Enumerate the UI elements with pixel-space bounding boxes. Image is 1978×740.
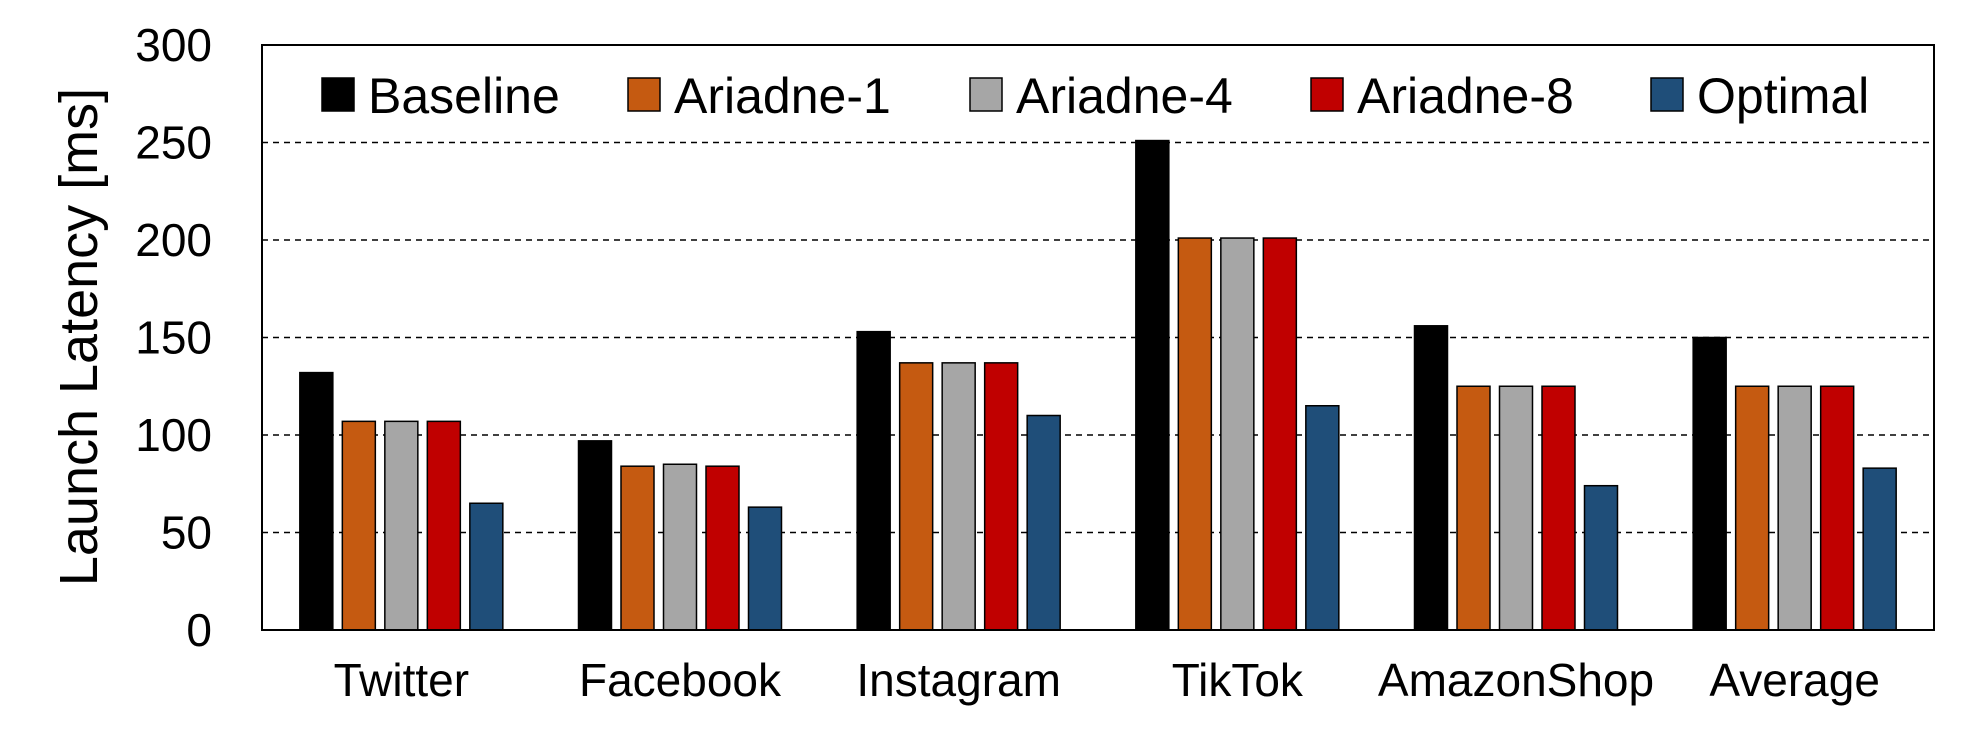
bar-twitter-ariadne-1 [341, 420, 377, 631]
legend-swatch-ariadne-4 [969, 77, 1003, 112]
bar-facebook-ariadne-1 [620, 465, 655, 631]
bar-tiktok-ariadne-4 [1220, 237, 1255, 631]
plot-area-frame [261, 44, 1935, 631]
bar-average-baseline [1692, 336, 1727, 631]
bar-amazonshop-optimal [1583, 484, 1619, 631]
x-category-label-twitter: Twitter [334, 654, 469, 706]
bar-amazonshop-ariadne-8 [1541, 385, 1576, 631]
bar-instagram-baseline [856, 330, 891, 631]
y-tick-label: 100 [135, 409, 212, 461]
x-category-label-amazonshop: AmazonShop [1378, 654, 1654, 706]
bar-twitter-ariadne-4 [384, 420, 419, 631]
legend-label-ariadne-8: Ariadne-8 [1357, 68, 1574, 124]
bar-facebook-ariadne-4 [662, 463, 698, 631]
legend-label-ariadne-1: Ariadne-1 [674, 68, 891, 124]
x-category-label-facebook: Facebook [579, 654, 782, 706]
legend-swatch-ariadne-8 [1310, 77, 1344, 112]
bar-twitter-baseline [299, 371, 334, 631]
bar-facebook-optimal [747, 506, 783, 631]
y-tick-label: 0 [186, 604, 212, 656]
bar-tiktok-ariadne-1 [1177, 237, 1213, 631]
bar-instagram-ariadne-1 [898, 362, 934, 631]
bar-amazonshop-ariadne-4 [1498, 385, 1534, 631]
y-axis-ticks: 0 50 100 150 200 250 300 [135, 19, 212, 656]
y-tick-label: 300 [135, 19, 212, 71]
legend-swatch-ariadne-1 [627, 77, 661, 112]
y-tick-label: 250 [135, 117, 212, 169]
x-category-label-average: Average [1709, 654, 1880, 706]
legend-swatch-optimal [1650, 77, 1684, 112]
bar-average-optimal [1862, 467, 1897, 631]
bar-average-ariadne-4 [1777, 385, 1812, 631]
x-axis-categories: Twitter Facebook Instagram TikTok AmazonShop… [334, 654, 1880, 706]
bar-twitter-optimal [469, 502, 504, 631]
bar-tiktok-baseline [1135, 139, 1170, 631]
legend-swatch-baseline [321, 77, 355, 112]
y-axis-title: Launch Latency [ms] [49, 88, 109, 586]
legend-label-baseline: Baseline [368, 68, 560, 124]
legend: Baseline Ariadne-1 Ariadne-4 Ariadne-8 Optim… [321, 68, 1869, 124]
bar-average-ariadne-1 [1734, 385, 1770, 631]
legend-label-ariadne-4: Ariadne-4 [1016, 68, 1233, 124]
legend-label-optimal: Optimal [1697, 68, 1869, 124]
x-category-label-instagram: Instagram [856, 654, 1061, 706]
bar-amazonshop-ariadne-1 [1456, 385, 1491, 631]
bar-tiktok-ariadne-8 [1262, 237, 1298, 631]
bar-facebook-ariadne-8 [705, 465, 740, 631]
bar-average-ariadne-8 [1819, 385, 1855, 631]
bar-instagram-ariadne-4 [941, 362, 976, 631]
bar-facebook-baseline [577, 440, 613, 631]
y-tick-label: 50 [161, 507, 212, 559]
bars [299, 139, 1897, 631]
x-category-label-tiktok: TikTok [1172, 654, 1304, 706]
y-tick-label: 200 [135, 214, 212, 266]
gridlines [262, 141, 1934, 534]
bar-instagram-ariadne-8 [983, 362, 1019, 631]
y-tick-label: 150 [135, 312, 212, 364]
bar-amazonshop-baseline [1413, 325, 1449, 631]
bar-twitter-ariadne-8 [426, 420, 462, 631]
bar-tiktok-optimal [1305, 405, 1340, 631]
bar-instagram-optimal [1026, 414, 1061, 631]
